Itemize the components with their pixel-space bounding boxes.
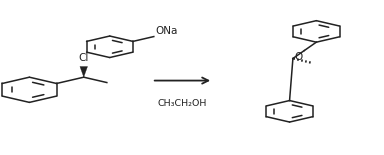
Text: ONa: ONa [156, 26, 178, 36]
Text: O: O [294, 52, 302, 62]
Polygon shape [80, 66, 88, 77]
Text: CH₃CH₂OH: CH₃CH₂OH [158, 99, 207, 108]
Text: Cl: Cl [79, 53, 89, 63]
